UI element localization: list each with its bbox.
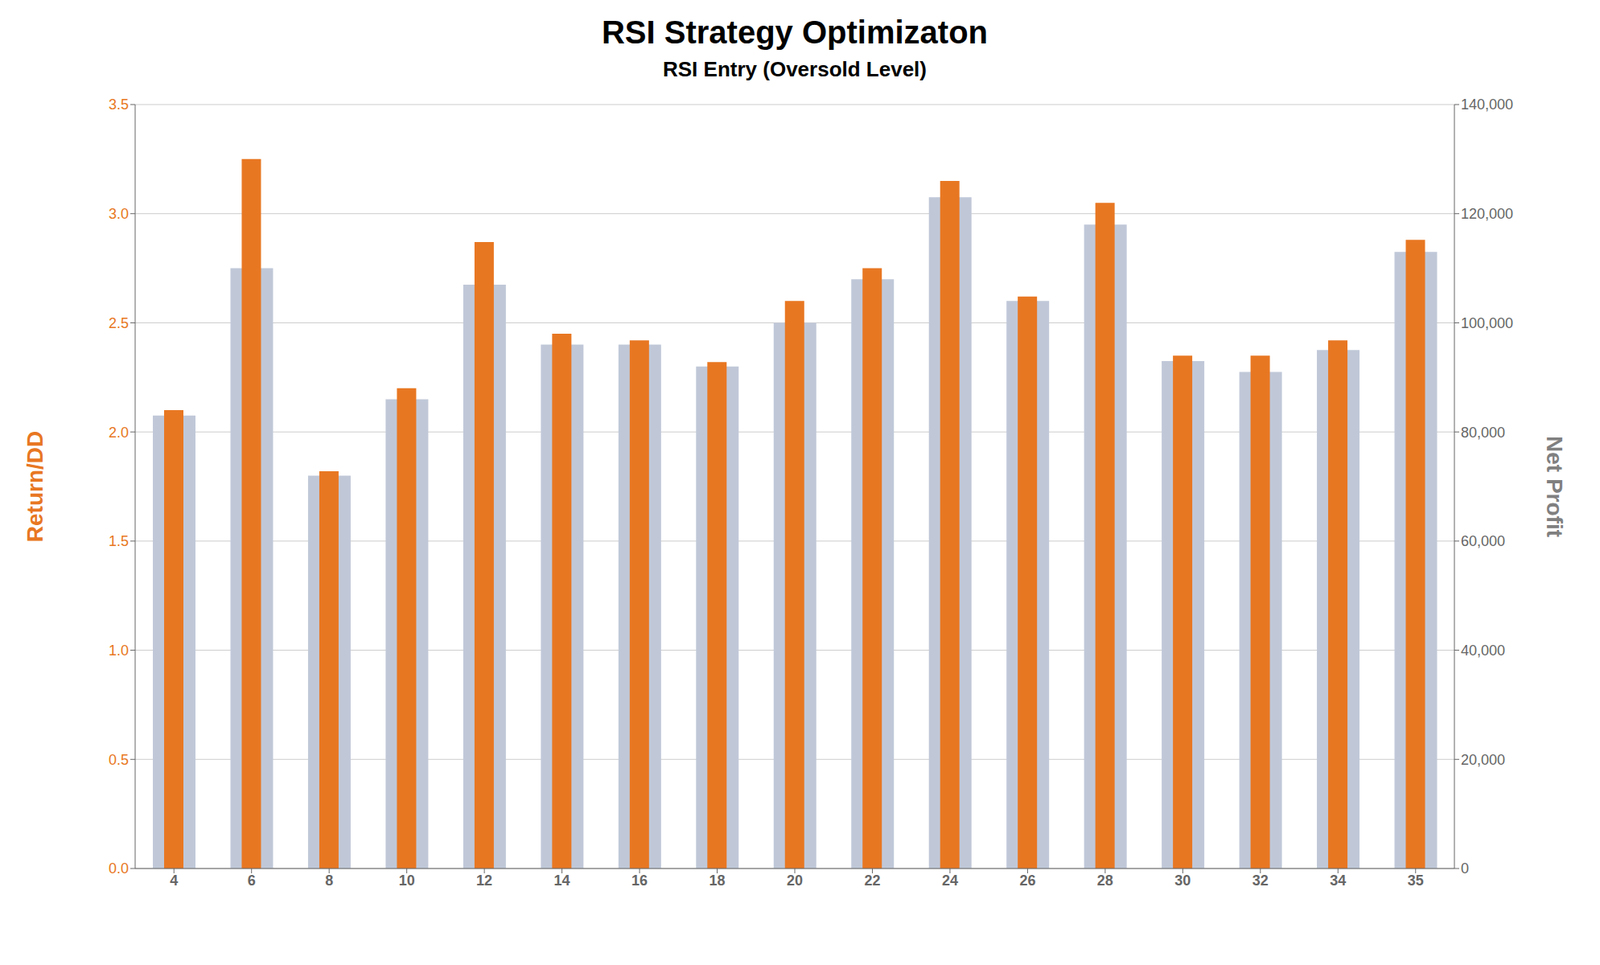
svg-text:140,000: 140,000 (1460, 96, 1514, 113)
svg-text:1.0: 1.0 (108, 642, 129, 659)
svg-text:14: 14 (554, 872, 571, 889)
svg-text:16: 16 (631, 872, 648, 889)
svg-text:1.5: 1.5 (108, 533, 129, 550)
svg-text:0.5: 0.5 (108, 752, 129, 769)
svg-text:24: 24 (941, 872, 959, 889)
svg-text:8: 8 (324, 872, 334, 889)
svg-text:32: 32 (1252, 872, 1269, 889)
svg-text:60,000: 60,000 (1460, 533, 1506, 550)
svg-text:20,000: 20,000 (1460, 752, 1506, 769)
svg-text:28: 28 (1097, 872, 1114, 889)
svg-text:40,000: 40,000 (1460, 642, 1506, 659)
svg-text:100,000: 100,000 (1460, 315, 1514, 332)
svg-text:3.5: 3.5 (108, 96, 129, 113)
svg-text:Net Profit: Net Profit (1542, 435, 1568, 538)
svg-text:80,000: 80,000 (1460, 424, 1506, 441)
svg-text:30: 30 (1174, 872, 1191, 889)
svg-text:0.0: 0.0 (108, 860, 129, 877)
svg-text:12: 12 (476, 872, 493, 889)
svg-text:4: 4 (169, 872, 178, 889)
html-text:RSI Entry (Oversold Level): RSI Entry (Oversold Level) (662, 57, 927, 82)
svg-text:0: 0 (1460, 860, 1469, 877)
svg-text:18: 18 (709, 872, 726, 889)
svg-text:2.5: 2.5 (108, 315, 129, 332)
svg-text:2.0: 2.0 (108, 424, 129, 441)
svg-text:6: 6 (247, 872, 256, 889)
svg-text:26: 26 (1019, 872, 1036, 889)
svg-text:22: 22 (863, 872, 881, 889)
svg-text:20: 20 (786, 872, 803, 889)
svg-text:34: 34 (1329, 872, 1346, 889)
svg-text:3.0: 3.0 (108, 205, 129, 223)
svg-text:Return/DD: Return/DD (22, 431, 48, 543)
svg-text:120,000: 120,000 (1460, 205, 1514, 223)
svg-text:10: 10 (398, 872, 416, 889)
html-text:RSI Strategy Optimizaton: RSI Strategy Optimizaton (601, 14, 988, 50)
svg-text:35: 35 (1407, 872, 1424, 889)
